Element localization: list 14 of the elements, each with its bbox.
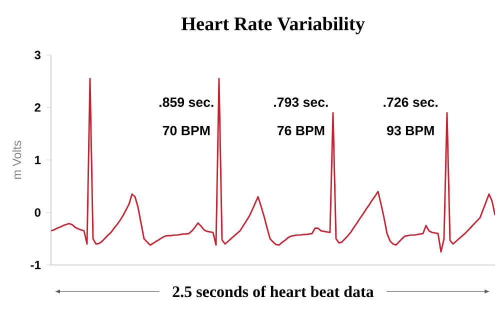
annotation: 76 BPM	[277, 126, 324, 136]
annotation: 93 BPM	[387, 126, 434, 136]
annotation: .726 sec.	[384, 98, 438, 107]
y-tick-label: 0	[34, 208, 40, 217]
y-tick-label: 3	[34, 50, 41, 60]
y-axis-title: m Volts	[12, 140, 22, 179]
annotation: 70 BPM	[162, 126, 210, 136]
annotation: .859 sec.	[160, 98, 214, 107]
chart-title: Heart Rate Variability	[181, 16, 365, 34]
y-tick-label: 1	[35, 156, 41, 164]
x-axis-title: 2.5 seconds of heart beat data	[172, 286, 374, 298]
annotation: .793 sec.	[274, 98, 328, 107]
y-tick-label: 2	[34, 103, 40, 112]
y-tick-label: -1	[30, 260, 41, 270]
